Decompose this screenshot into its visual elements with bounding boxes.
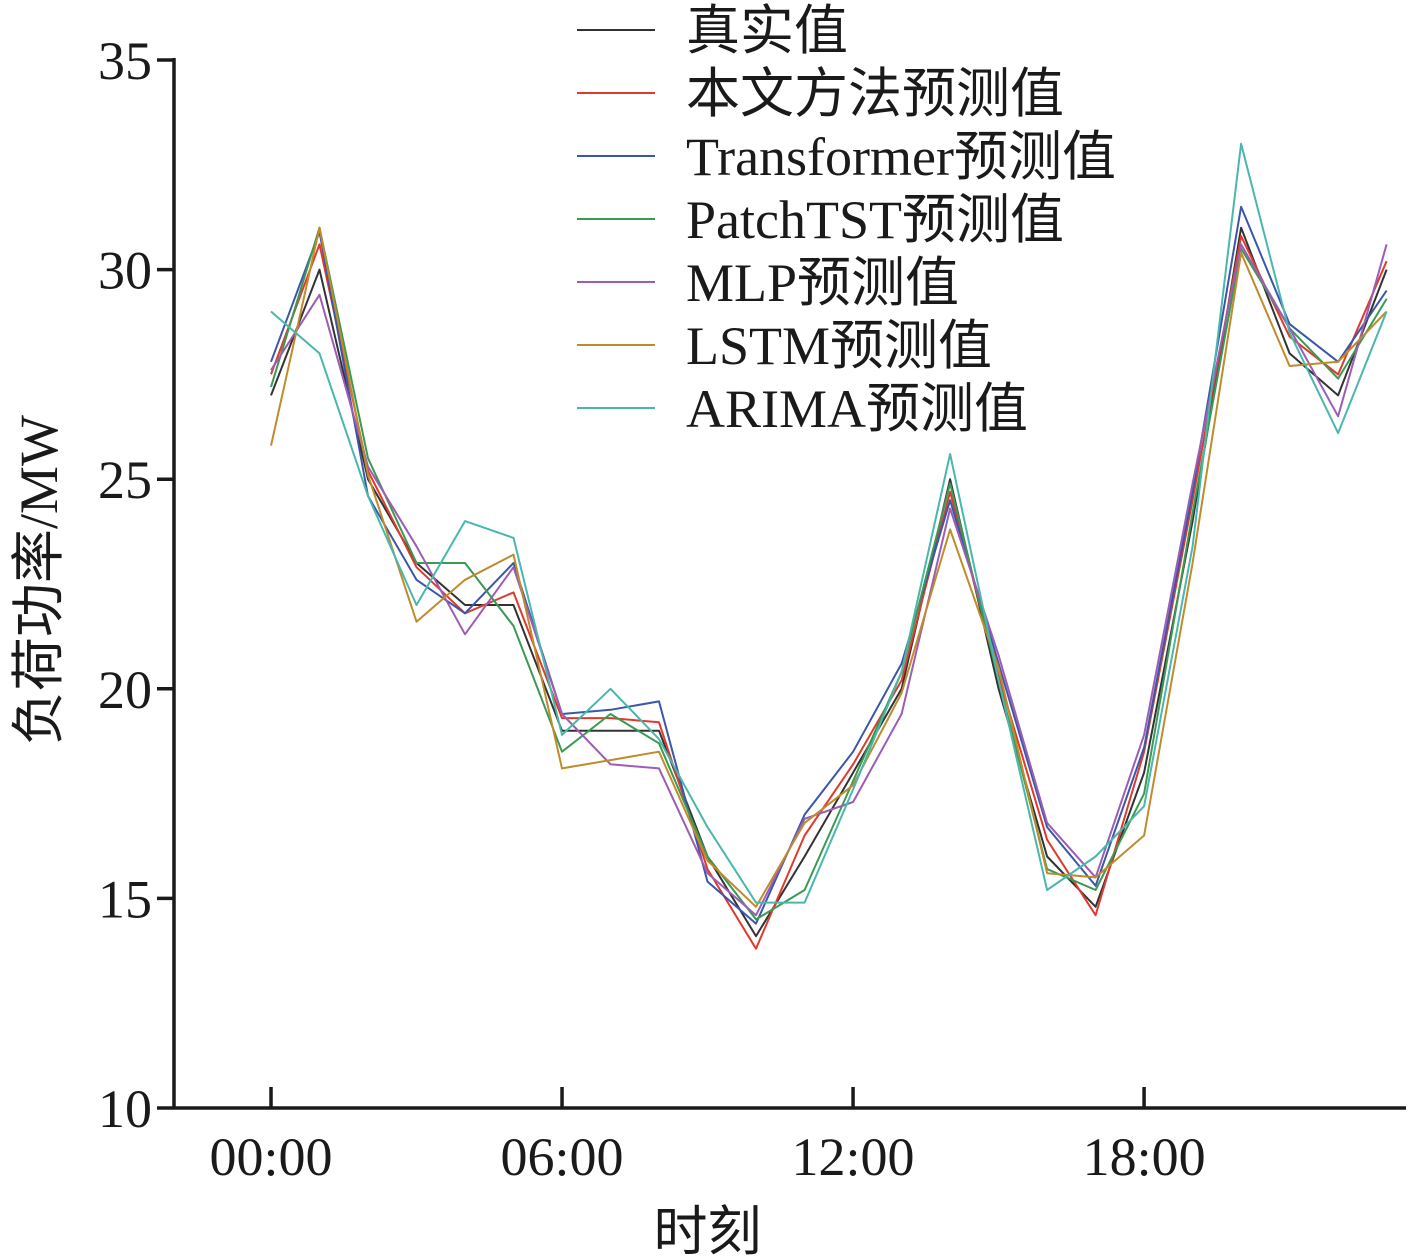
y-tick-label: 30 (98, 241, 152, 301)
x-axis-title: 时刻 (654, 1202, 762, 1257)
series-layer (270, 142, 1388, 950)
y-tick-label: 20 (98, 660, 152, 720)
legend: 真实值本文方法预测值Transformer预测值PatchTST预测值MLP预测… (577, 1, 1116, 439)
y-ticks: 10 15 20 25 30 35 (98, 31, 174, 1139)
x-tick-label: 18:00 (1083, 1127, 1206, 1187)
y-tick-label: 15 (98, 869, 152, 929)
legend-label: MLP预测值 (686, 253, 959, 313)
legend-label: PatchTST预测值 (686, 190, 1064, 250)
series-line-5 (270, 226, 1388, 908)
y-tick-label: 35 (98, 31, 152, 91)
y-tick-label: 10 (98, 1079, 152, 1139)
series-line-4 (270, 243, 1388, 917)
y-tick-label: 25 (98, 450, 152, 510)
axes (172, 58, 1406, 1110)
series-line-3 (270, 226, 1388, 921)
y-axis-title: 负荷功率/MW (9, 415, 69, 745)
legend-label: 本文方法预测值 (686, 64, 1064, 124)
x-ticks: 00:00 06:00 12:00 18:00 (210, 1087, 1206, 1187)
legend-label: 真实值 (686, 1, 848, 61)
series-line-6 (270, 142, 1388, 904)
series-line-1 (270, 235, 1388, 950)
x-tick-label: 06:00 (501, 1127, 624, 1187)
legend-label: ARIMA预测值 (686, 379, 1028, 439)
legend-label: LSTM预测值 (686, 316, 992, 376)
legend-label: Transformer预测值 (686, 127, 1116, 187)
x-tick-label: 12:00 (792, 1127, 915, 1187)
x-tick-label: 00:00 (210, 1127, 333, 1187)
